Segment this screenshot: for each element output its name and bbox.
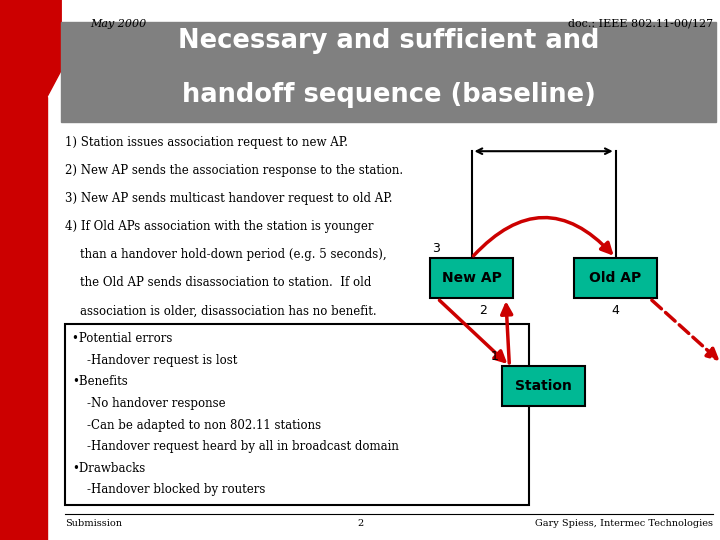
Text: May 2000: May 2000 bbox=[90, 19, 146, 29]
Text: association is older, disassociation has no benefit.: association is older, disassociation has… bbox=[65, 305, 377, 318]
Text: 2: 2 bbox=[357, 519, 363, 529]
Text: 4) If Old APs association with the station is younger: 4) If Old APs association with the stati… bbox=[65, 220, 373, 233]
Text: -Handover blocked by routers: -Handover blocked by routers bbox=[72, 483, 266, 496]
Text: -Can be adapted to non 802.11 stations: -Can be adapted to non 802.11 stations bbox=[72, 418, 321, 431]
Text: doc.: IEEE 802.11-00/127: doc.: IEEE 802.11-00/127 bbox=[567, 19, 713, 29]
Bar bbox=[61, 22, 716, 122]
Bar bbox=[65, 324, 529, 505]
Text: 3: 3 bbox=[432, 242, 439, 255]
Text: -Handover request heard by all in broadcast domain: -Handover request heard by all in broadc… bbox=[72, 440, 399, 453]
Text: 1) Station issues association request to new AP.: 1) Station issues association request to… bbox=[65, 136, 348, 149]
Text: the Old AP sends disassociation to station.  If old: the Old AP sends disassociation to stati… bbox=[65, 276, 372, 289]
Text: handoff sequence (baseline): handoff sequence (baseline) bbox=[182, 82, 595, 108]
Text: 3) New AP sends multicast handover request to old AP.: 3) New AP sends multicast handover reque… bbox=[65, 192, 392, 205]
Text: •Drawbacks: •Drawbacks bbox=[72, 462, 145, 475]
Text: -Handover request is lost: -Handover request is lost bbox=[72, 354, 238, 367]
Text: Station: Station bbox=[516, 379, 572, 393]
Text: 1: 1 bbox=[491, 350, 498, 363]
Text: 4: 4 bbox=[612, 303, 619, 317]
Text: than a handover hold-down period (e.g. 5 seconds),: than a handover hold-down period (e.g. 5… bbox=[65, 248, 387, 261]
Bar bbox=[575, 258, 657, 298]
Bar bbox=[503, 366, 585, 407]
Text: Submission: Submission bbox=[65, 519, 122, 529]
Text: •Potential errors: •Potential errors bbox=[72, 332, 172, 345]
Text: 2) New AP sends the association response to the station.: 2) New AP sends the association response… bbox=[65, 164, 403, 177]
Bar bbox=[431, 258, 513, 298]
Text: Necessary and sufficient and: Necessary and sufficient and bbox=[178, 28, 600, 54]
Text: 2: 2 bbox=[479, 303, 487, 317]
Bar bbox=[0, 97, 47, 540]
Text: •Benefits: •Benefits bbox=[72, 375, 127, 388]
Text: Gary Spiess, Intermec Technologies: Gary Spiess, Intermec Technologies bbox=[535, 519, 713, 529]
Text: Old AP: Old AP bbox=[590, 271, 642, 285]
Text: New AP: New AP bbox=[441, 271, 502, 285]
Text: -No handover response: -No handover response bbox=[72, 397, 225, 410]
Polygon shape bbox=[0, 0, 61, 97]
